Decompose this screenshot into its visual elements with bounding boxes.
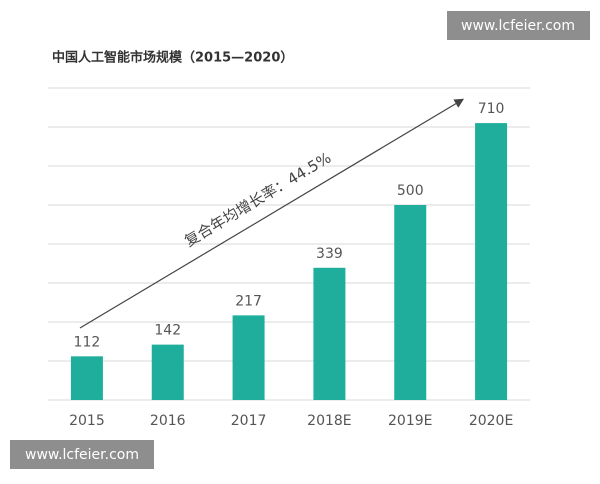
bar	[394, 205, 427, 400]
x-tick-label: 2018E	[307, 413, 351, 429]
x-tick-label: 2015	[69, 413, 105, 429]
plot: 2015 112 2016 142 2017 217 2018E 339 2019E 500 202…	[48, 87, 530, 429]
bar	[232, 315, 265, 400]
x-tick-label: 2020E	[469, 413, 513, 429]
annotation: 复合年均增长率：44.5%	[181, 149, 334, 251]
x-tick-label: 2017	[231, 413, 267, 429]
value-label: 339	[316, 246, 343, 262]
x-tick-label: 2016	[150, 413, 186, 429]
trend-arrow	[79, 98, 465, 329]
value-label: 710	[478, 101, 505, 117]
watermark-box	[447, 11, 590, 40]
value-label: 500	[397, 183, 424, 199]
bar	[475, 123, 508, 400]
watermark: www.lcfeier.com	[25, 447, 139, 463]
bar	[151, 344, 184, 400]
watermark-box	[10, 440, 154, 469]
chart-title: 中国人工智能市场规模（2015—2020）	[52, 50, 293, 66]
value-label: 142	[154, 323, 181, 339]
bar	[70, 356, 103, 400]
value-label: 112	[74, 334, 101, 350]
x-tick-label: 2019E	[388, 413, 432, 429]
bar	[313, 267, 346, 400]
watermark: www.lcfeier.com	[461, 18, 575, 34]
value-label: 217	[235, 293, 262, 309]
